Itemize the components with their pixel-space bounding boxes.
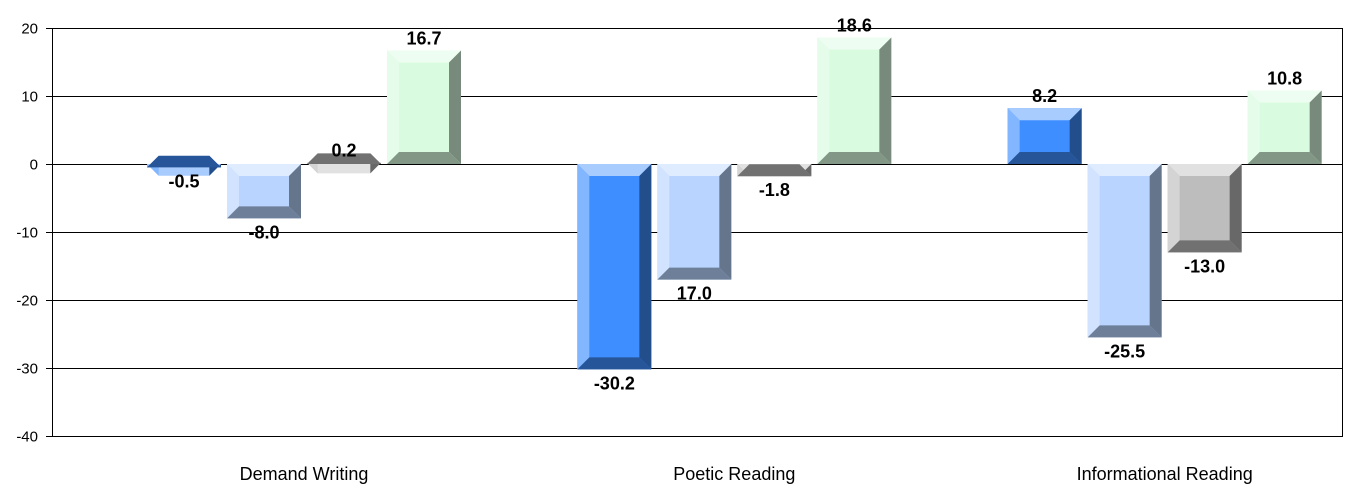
bar-bevel-top: [817, 37, 892, 50]
y-tick-label: -30: [16, 361, 38, 378]
bar-bevel-right: [1149, 164, 1162, 338]
bar-bevel-right: [449, 50, 461, 164]
bar-bevel-top: [577, 164, 652, 176]
bar-bevel-left: [577, 164, 590, 370]
y-axis-ticks: 20 10 0 -10 -20 -30 -40: [16, 21, 38, 446]
bar-bevel-bottom: [387, 152, 461, 164]
data-label: 18.6: [837, 16, 872, 36]
bar-bevel-left: [657, 164, 670, 280]
data-label: -1.8: [759, 180, 790, 200]
bar-face: [1167, 164, 1242, 253]
data-label: 17.0: [677, 284, 712, 304]
data-label: -30.2: [594, 373, 635, 393]
y-tick-label: 20: [21, 21, 38, 38]
bar-bevel-right: [289, 164, 301, 219]
data-label: -0.5: [168, 171, 199, 191]
x-axis-categories: Demand Writing Poetic Reading Informationa…: [240, 464, 1253, 484]
y-tick-label: 0: [30, 157, 38, 174]
bar-bevel-right: [719, 164, 732, 280]
bar-bevel-left: [817, 37, 830, 164]
bar-face: [387, 50, 461, 164]
bar-face: [1247, 90, 1322, 164]
bar-face: [657, 164, 732, 280]
bar-bevel-left: [737, 164, 750, 177]
bar-bevel-top: [1247, 90, 1322, 103]
bar: [1087, 164, 1162, 338]
bar-bevel-right: [879, 37, 892, 164]
bar-bevel-left: [1087, 164, 1100, 338]
bars: [147, 37, 1322, 370]
bar-bevel-bottom: [657, 267, 732, 280]
bar: [737, 164, 812, 177]
bar-bevel-top: [657, 164, 732, 176]
y-tick-label: -10: [16, 225, 38, 242]
bar-bevel-right: [1229, 164, 1242, 253]
x-tick-label: Informational Reading: [1077, 464, 1253, 484]
bar-bevel-right: [1069, 108, 1082, 164]
bar-face: [1087, 164, 1162, 338]
bar-bevel-bottom: [307, 153, 381, 164]
bar-bevel-left: [387, 50, 399, 164]
bar-bevel-left: [227, 164, 239, 219]
bar-face: [577, 164, 652, 370]
bar-face: [817, 37, 892, 164]
bar-bevel-bottom: [227, 206, 301, 219]
x-tick-label: Demand Writing: [240, 464, 369, 484]
bar-bevel-top: [1167, 164, 1242, 176]
bar-bevel-right: [639, 164, 652, 370]
bar-bevel-right: [1309, 90, 1322, 164]
bar-bevel-left: [1247, 90, 1260, 164]
bar-bevel-bottom: [147, 155, 221, 168]
bar: [817, 37, 892, 164]
bar-bevel-bottom: [1087, 325, 1162, 338]
y-tick-label: -20: [16, 293, 38, 310]
bar: [227, 164, 301, 219]
bar-bevel-top: [387, 50, 461, 63]
bar-bevel-bottom: [1007, 152, 1082, 164]
bar: [307, 153, 381, 174]
bar-bevel-top: [1007, 108, 1082, 121]
bar: [1247, 90, 1322, 164]
data-label: -25.5: [1104, 341, 1145, 361]
bar-bevel-bottom: [737, 164, 812, 177]
data-label: 10.8: [1267, 69, 1302, 89]
y-tick-label: -40: [16, 429, 38, 446]
data-label: 16.7: [406, 28, 441, 48]
bar: [657, 164, 732, 280]
bar-bevel-top: [227, 164, 301, 176]
bar-bevel-bottom: [1167, 240, 1242, 253]
data-label: -13.0: [1184, 256, 1225, 276]
y-tick-label: 10: [21, 89, 38, 106]
bar: [387, 50, 461, 164]
data-label: 0.2: [331, 141, 356, 161]
bar-bevel-top: [1087, 164, 1162, 176]
bar: [1007, 108, 1082, 164]
bar-bevel-right: [799, 164, 812, 177]
data-label: -8.0: [248, 222, 279, 242]
bar-bevel-left: [1167, 164, 1180, 253]
bar: [147, 155, 221, 176]
data-label: 8.2: [1032, 86, 1057, 106]
bar-bevel-bottom: [1247, 152, 1322, 164]
bar: [577, 164, 652, 370]
bar-bevel-bottom: [817, 152, 892, 164]
bar: [1167, 164, 1242, 253]
bar-bevel-left: [1007, 108, 1020, 164]
x-tick-label: Poetic Reading: [673, 464, 795, 484]
data-labels: -0.5 -8.0 0.2 16.7 -30.2 17.0 -1.8 18.6 8.2 -25.5…: [168, 16, 1302, 394]
bar-bevel-top: [307, 162, 381, 174]
bar-bevel-bottom: [577, 357, 652, 370]
